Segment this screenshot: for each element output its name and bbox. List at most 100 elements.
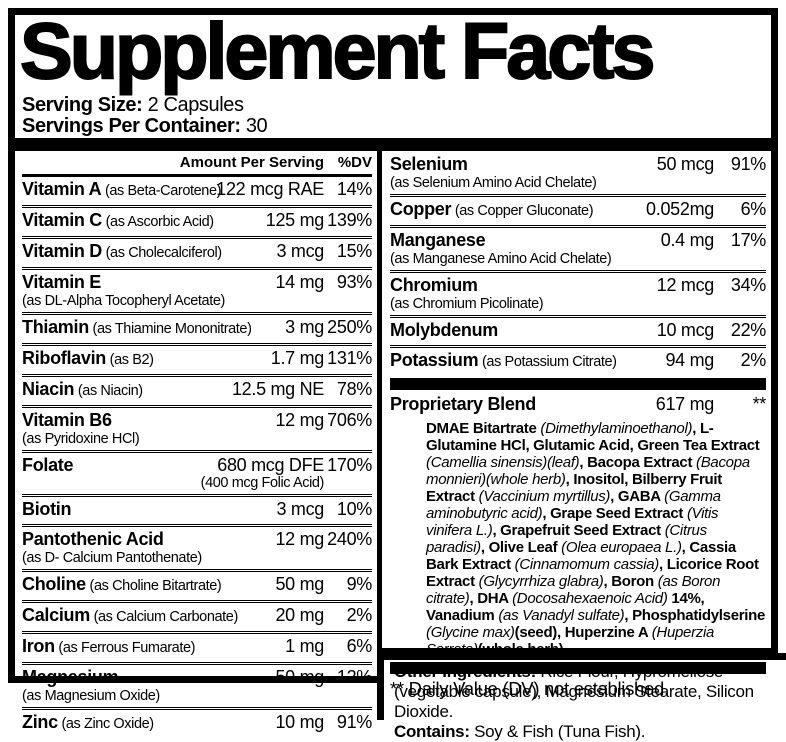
nutrient-name-cell: Choline (as Choline Bitartrate) [22,574,269,597]
blend-ingredient: , GABA [610,488,665,505]
nutrient-form: (as Calcium Carbonate) [89,609,239,625]
nutrient-name: Thiamin [22,317,89,337]
blend-latin-name: (Dimethylaminoethanol) [540,420,693,437]
nutrient-name: Vitamin E [22,272,101,292]
nutrient-amount: 12.5 mg NE [231,379,324,399]
other-ingredients-left-border [377,653,384,720]
nutrient-form: (as Niacin) [74,383,143,399]
blend-latin-name: (Glycyrrhiza glabra) [478,573,604,590]
nutrient-name: Vitamin B6 [22,410,112,430]
nutrient-form: (as Ferrous Fumarate) [54,640,196,656]
nutrient-name-cell: Potassium (as Potassium Citrate) [390,350,659,373]
blend-ingredient: , Licorice Root Extract [426,556,759,590]
nutrient-form-sub: (as DL-Alpha Tocopheryl Acetate) [22,293,225,309]
servings-per-container-line: Servings Per Container: 30 [22,115,268,137]
proprietary-blend-ingredients: DMAE Bitartrate (Dimethylaminoethanol) , … [390,419,766,660]
nutrient-row: Niacin (as Niacin) 12.5 mg NE 78% [22,374,372,405]
nutrient-name: Iron [22,636,55,656]
blend-ingredient: DMAE Bitartrate [426,420,541,437]
nutrient-amount: 10 mcg [656,320,715,340]
nutrient-dv: 9% [346,574,373,594]
serving-size-value: 2 Capsules [142,94,244,116]
blend-latin-name: (Camellia sinensis)(leaf) [426,454,580,471]
nutrient-dv: 22% [730,320,766,340]
nutrient-dv: 2% [346,605,373,625]
proprietary-blend-row: Proprietary Blend 617 mg ** [390,390,766,419]
nutrient-name: Vitamin D [22,241,102,261]
nutrient-name-cell: Vitamin A (as Beta-Carotene) [22,179,221,202]
nutrient-amount: 1.7 mg [270,348,325,368]
nutrient-name: Magnesium [22,667,119,687]
footnote-separator-bar [390,662,766,674]
nutrient-name-cell: Biotin [22,499,270,521]
blend-latin-name: (Vaccinium myrtillus) [478,488,611,505]
nutrient-name-cell: Thiamin (as Thiamine Mononitrate) [22,317,279,340]
nutrients-column-right: Selenium (as Selenium Amino Acid Chelate)… [390,152,766,703]
nutrient-dv: 10% [336,499,372,519]
nutrient-form: (as B2) [106,352,154,368]
blend-latin-name: (Gamma aminobutyric acid) [426,488,721,522]
frame-top-border [8,8,778,15]
nutrient-row: Molybdenum 10 mcg 22% [390,315,766,345]
nutrient-name: Calcium [22,605,90,625]
nutrient-form-sub: (as Chromium Picolinate) [390,296,544,312]
header-separator-bar [15,138,771,151]
nutrient-amount: 3 mcg [276,241,324,261]
amount-per-serving-header: Amount Per Serving [179,154,324,171]
nutrient-dv: 14% [336,179,372,199]
nutrient-name-cell: Vitamin B6 (as Pyridoxine HCl) [22,410,269,447]
nutrient-amount: 125 mg [265,210,325,230]
nutrient-name: Proprietary Blend [390,394,536,414]
nutrient-name: Manganese [390,230,486,250]
nutrient-name-cell: Niacin (as Niacin) [22,379,226,402]
nutrient-name-cell: Molybdenum [390,320,651,342]
nutrient-amount: 50 mg [275,574,324,594]
nutrient-name: Pantothenic Acid [22,529,164,549]
nutrient-name-cell: Copper (as Copper Gluconate) [390,199,640,222]
nutrient-form: (as Cholecalciferol) [102,245,223,261]
blend-ingredient: , Bacopa Extract [579,454,697,471]
nutrient-form: (as Potassium Citrate) [478,354,617,370]
blend-ingredient: , Cassia Bark Extract [426,539,736,573]
nutrient-dv: 6% [740,199,767,219]
nutrient-dv: 170% [327,455,372,475]
blend-ingredient: , Boron [603,573,658,590]
nutrient-amount: 94 mg [665,350,714,370]
blend-latin-name: (as Boron citrate) [426,573,721,607]
nutrient-row: Choline (as Choline Bitartrate) 50 mg 9% [22,569,372,600]
nutrient-row: Magnesium (as Magnesium Oxide) 50 mg 12% [22,662,372,707]
nutrient-row: Copper (as Copper Gluconate) 0.052mg 6% [390,194,766,225]
nutrient-form-sub: (as Magnesium Oxide) [22,688,160,704]
nutrient-dv: ** [752,394,767,414]
nutrient-name: Copper [390,199,452,219]
nutrient-amount: 20 mg [275,605,324,625]
nutrient-name-cell: Calcium (as Calcium Carbonate) [22,605,269,628]
nutrient-dv: 15% [336,241,372,261]
nutrient-name-cell: Pantothenic Acid (as D- Calcium Pantothen… [22,529,269,566]
nutrient-name-cell: Selenium (as Selenium Amino Acid Chelate) [390,154,651,191]
blend-latin-name: (Huperzia Serrate) [426,624,715,658]
nutrient-rows-left: Vitamin A (as Beta-Carotene) 122 mcg RAE 1… [22,177,372,738]
nutrient-row: Manganese (as Manganese Amino Acid Chelat… [390,225,766,270]
frame-left-border [8,8,15,683]
frame-bottom-left-border [8,676,383,683]
nutrient-name: Choline [22,574,86,594]
serving-info: Serving Size: 2 Capsules Servings Per Co… [22,95,268,137]
other-ingredients-label: Other Ingredients: [394,662,536,681]
nutrient-name: Vitamin A [22,179,102,199]
nutrient-amount: 0.052mg [646,199,714,219]
nutrient-name-cell: Proprietary Blend [390,394,650,416]
blend-latin-name: (Cinnamomum cassia) [514,556,660,573]
nutrient-dv: 12% [336,667,372,687]
serving-size-line: Serving Size: 2 Capsules [22,95,267,116]
nutrient-dv: 706% [327,410,372,430]
proprietary-separator-bar [390,378,766,390]
contains-text: Soy & Fish (Tuna Fish). [469,722,646,741]
nutrient-name: Biotin [22,499,72,519]
nutrient-name-cell: Manganese (as Manganese Amino Acid Chelat… [390,230,655,267]
servings-per-container-label: Servings Per Container: [22,115,241,137]
nutrient-form: (as Copper Gluconate) [451,203,594,219]
nutrient-row: Zinc (as Zinc Oxide) 10 mg 91% [22,707,372,738]
nutrient-amount: 50 mg [275,667,324,687]
nutrient-form: (as Beta-Carotene) [101,183,222,199]
